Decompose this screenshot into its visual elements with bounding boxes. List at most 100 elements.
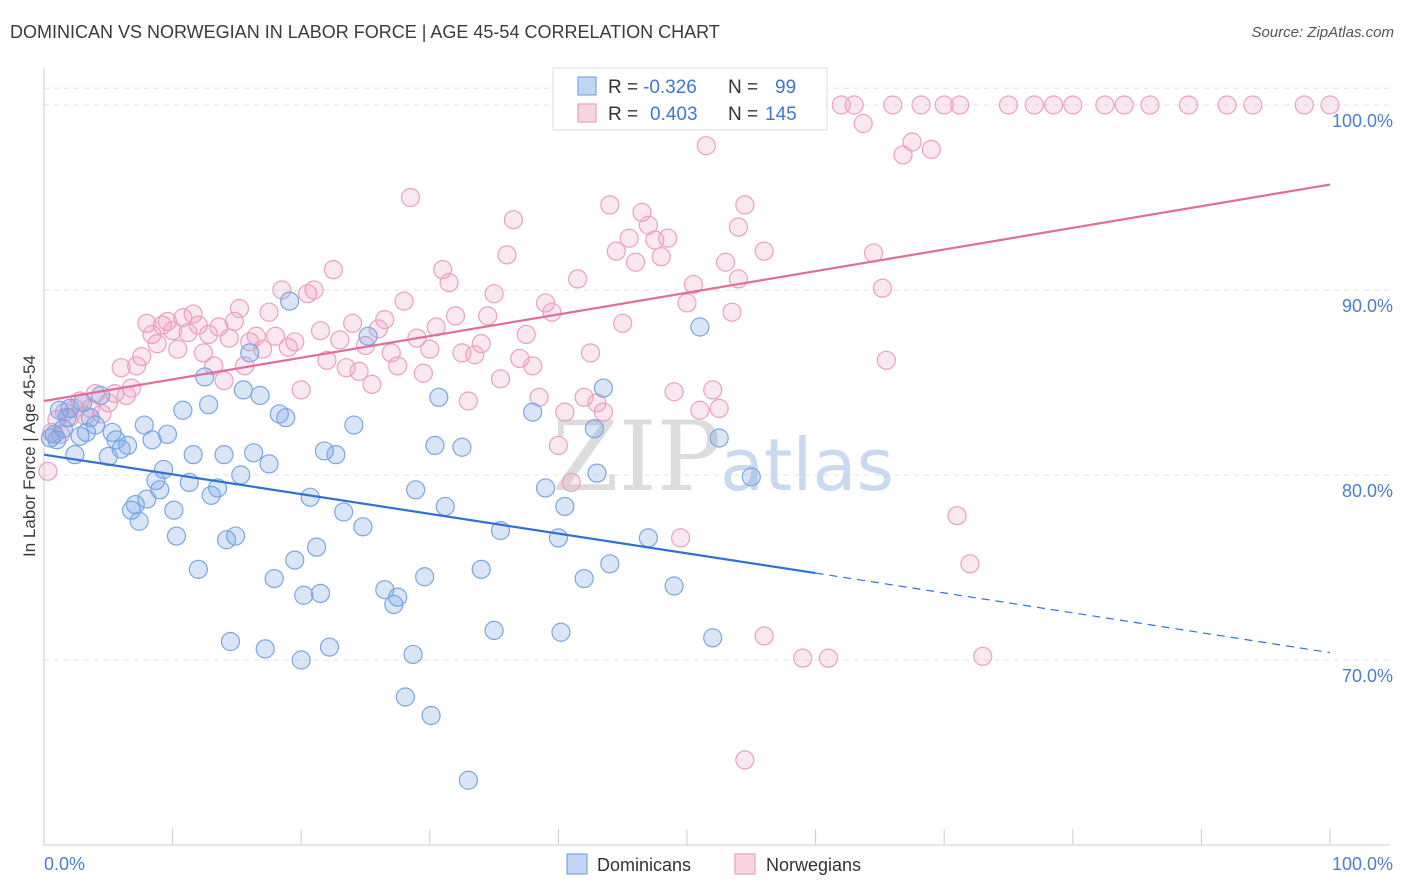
norwegians-point-153 bbox=[735, 750, 755, 770]
norwegians-point-134 bbox=[934, 95, 954, 115]
norwegians-point-145 bbox=[1178, 95, 1199, 115]
dominicans-point-2 bbox=[47, 430, 67, 450]
legend-n-label-dominicans: N = bbox=[728, 77, 758, 98]
norwegians-point-103 bbox=[651, 247, 671, 267]
trendlines bbox=[43, 183, 1331, 654]
norwegians-point-34 bbox=[214, 371, 234, 391]
norwegians-point-88 bbox=[555, 402, 575, 422]
dominicans-point-97 bbox=[741, 467, 761, 487]
norwegians-point-137 bbox=[973, 646, 993, 666]
y-tick-labels: 70.0% 80.0% 90.0% 100.0% bbox=[1332, 111, 1393, 686]
dominicans-point-30 bbox=[166, 526, 187, 546]
norwegians-point-106 bbox=[670, 528, 691, 548]
legend-n-label-norwegians: N = bbox=[728, 104, 758, 125]
dominicans-point-87 bbox=[555, 496, 575, 517]
dominicans-point-33 bbox=[183, 445, 203, 465]
dominicans-point-43 bbox=[231, 465, 251, 485]
norwegians-point-12 bbox=[98, 393, 118, 413]
dominicans-point-66 bbox=[358, 326, 378, 346]
dominicans-point-52 bbox=[276, 408, 296, 428]
legend-r-label-norwegians: R = bbox=[608, 104, 638, 125]
dominicans-point-56 bbox=[294, 585, 314, 605]
bottom-legend: Dominicans Norwegians bbox=[566, 853, 861, 875]
norwegians-point-46 bbox=[285, 332, 305, 352]
norwegians-point-121 bbox=[793, 648, 813, 668]
norwegians-point-56 bbox=[349, 361, 369, 381]
dominicans-point-47 bbox=[250, 385, 270, 406]
norwegians-point-108 bbox=[683, 274, 704, 295]
y-tick-label-3: 100.0% bbox=[1332, 111, 1393, 131]
norwegians-point-146 bbox=[1217, 95, 1237, 115]
norwegians-point-24 bbox=[163, 321, 183, 341]
norwegians-point-19 bbox=[137, 313, 157, 333]
top-legend: R = -0.326 N = 99 R = 0.403 N = 145 bbox=[552, 67, 828, 131]
legend-n-value-dominicans: 99 bbox=[775, 77, 796, 98]
norwegians-point-79 bbox=[497, 245, 517, 265]
norwegians-point-76 bbox=[478, 306, 498, 326]
norwegians-point-74 bbox=[465, 345, 485, 365]
dominicans-point-50 bbox=[264, 568, 284, 589]
dominicans-point-81 bbox=[484, 620, 504, 641]
dominicans-point-78 bbox=[452, 437, 472, 457]
norwegians-point-107 bbox=[677, 293, 697, 313]
legend-swatch-dominicans bbox=[577, 76, 597, 96]
norwegians-point-104 bbox=[658, 228, 678, 248]
norwegians-point-109 bbox=[690, 400, 710, 420]
dominicans-point-95 bbox=[703, 628, 723, 648]
dominicans-point-12 bbox=[85, 415, 106, 435]
norwegians-point-28 bbox=[183, 304, 203, 324]
norwegians-point-37 bbox=[229, 298, 250, 319]
y-axis-title: In Labor Force | Age 45-54 bbox=[20, 355, 39, 557]
norwegians-point-143 bbox=[1114, 95, 1134, 115]
norwegians-point-129 bbox=[883, 95, 903, 115]
dominicans-point-79 bbox=[458, 770, 478, 790]
norwegians-point-26 bbox=[173, 308, 193, 328]
norwegians-point-23 bbox=[157, 311, 178, 332]
dominicans-point-27 bbox=[153, 459, 174, 480]
dominicans-point-84 bbox=[535, 478, 556, 498]
norwegians-point-77 bbox=[484, 284, 504, 304]
norwegians-point-144 bbox=[1140, 95, 1160, 115]
dominicans-point-98 bbox=[584, 419, 605, 439]
norwegians-point-35 bbox=[219, 328, 239, 348]
dominicans-point-76 bbox=[429, 387, 449, 407]
dominicans-point-34 bbox=[188, 559, 208, 579]
dominicans-point-21 bbox=[129, 511, 149, 531]
norwegians-point-142 bbox=[1095, 95, 1115, 115]
norwegians-point-96 bbox=[606, 241, 626, 261]
norwegians-point-112 bbox=[709, 398, 729, 418]
norwegians-point-60 bbox=[375, 310, 395, 330]
dominicans-point-63 bbox=[334, 502, 354, 522]
dominicans-point-18 bbox=[117, 435, 138, 455]
dominicans-point-88 bbox=[574, 568, 594, 589]
norwegians-point-151 bbox=[728, 217, 749, 237]
dominicans-point-44 bbox=[233, 380, 253, 400]
dominicans-point-72 bbox=[406, 480, 426, 500]
dominicans-point-69 bbox=[388, 587, 408, 607]
watermark-atlas: atlas bbox=[720, 423, 894, 507]
dominicans-point-58 bbox=[307, 537, 327, 557]
dominicans-point-91 bbox=[600, 554, 620, 574]
dominicans-point-23 bbox=[137, 489, 157, 509]
series-norwegians-points bbox=[38, 95, 1340, 770]
y-tick-label-2: 90.0% bbox=[1342, 296, 1393, 316]
trendline-dominicans-extension bbox=[815, 572, 1331, 654]
dominicans-point-61 bbox=[319, 637, 340, 657]
norwegians-point-44 bbox=[272, 280, 292, 300]
dominicans-point-96 bbox=[709, 428, 729, 448]
dominicans-point-65 bbox=[353, 517, 373, 537]
legend-swatch-norwegians bbox=[577, 103, 597, 123]
dominicans-point-0 bbox=[40, 428, 61, 448]
chart-source: Source: ZipAtlas.com bbox=[1251, 24, 1394, 41]
dominicans-point-92 bbox=[638, 528, 659, 548]
dominicans-point-74 bbox=[421, 705, 441, 726]
norwegians-point-58 bbox=[362, 374, 382, 394]
dominicans-point-22 bbox=[134, 415, 154, 435]
norwegians-point-64 bbox=[400, 187, 421, 208]
dominicans-point-55 bbox=[291, 650, 311, 670]
norwegians-point-0 bbox=[38, 461, 58, 481]
trendline-norwegians bbox=[43, 183, 1331, 403]
norwegians-point-148 bbox=[1294, 95, 1314, 115]
legend-r-label-dominicans: R = bbox=[608, 77, 638, 98]
norwegians-point-80 bbox=[503, 210, 523, 230]
